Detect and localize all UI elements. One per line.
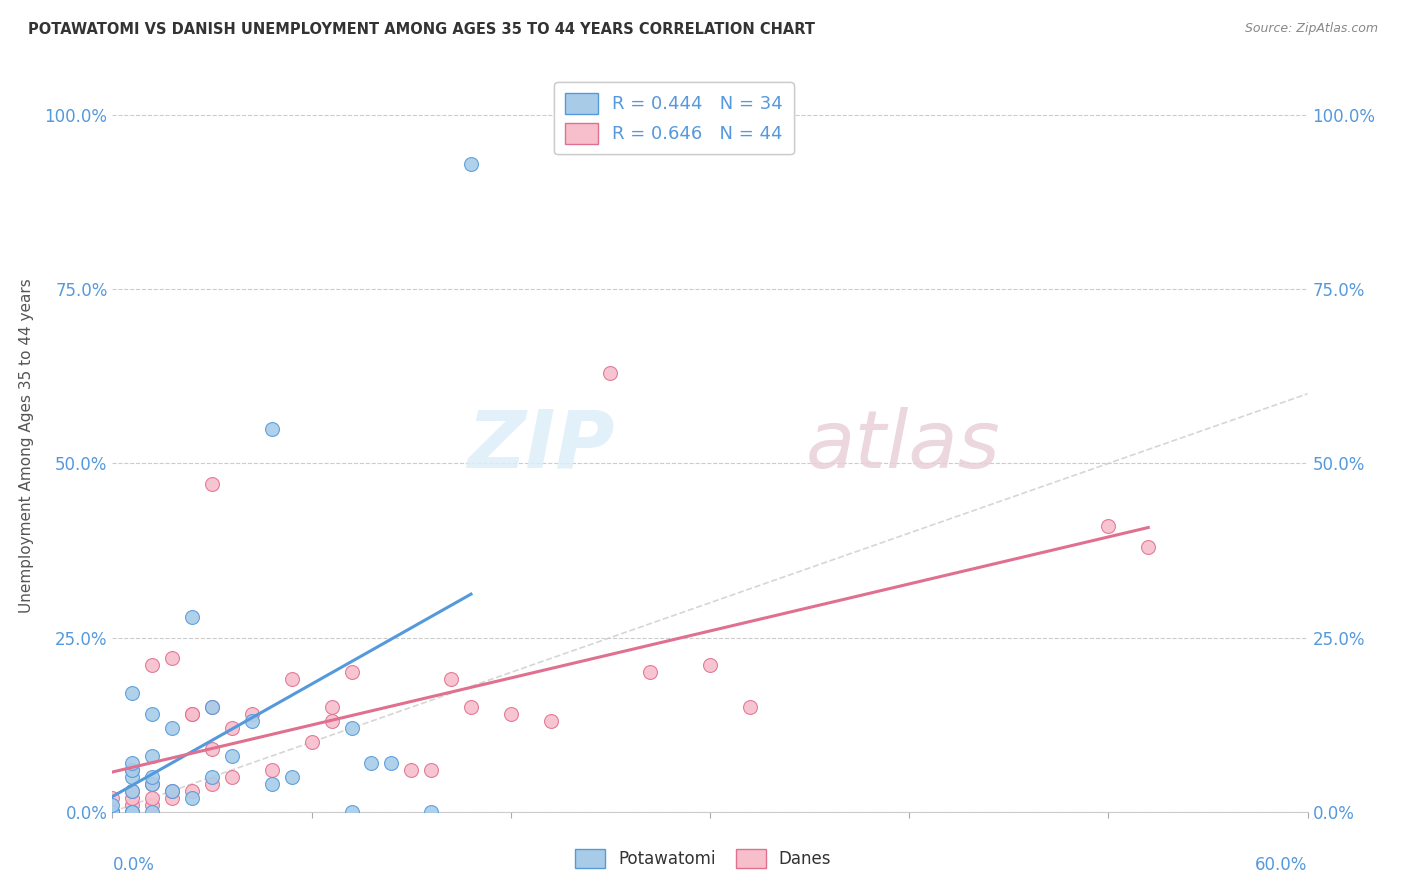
Point <box>401 763 423 777</box>
Point <box>162 784 183 798</box>
Point <box>181 707 204 722</box>
Point <box>260 421 283 435</box>
Point <box>181 790 204 805</box>
Point <box>121 686 143 700</box>
Point <box>121 763 143 777</box>
Point <box>121 790 143 805</box>
Point <box>181 609 204 624</box>
Point <box>420 763 443 777</box>
Point <box>281 770 304 784</box>
Point <box>440 673 463 687</box>
Point <box>162 721 183 735</box>
Point <box>101 805 124 819</box>
Point <box>240 714 263 728</box>
Point <box>201 477 224 491</box>
Point <box>360 756 382 770</box>
Point <box>101 805 124 819</box>
Point <box>162 651 183 665</box>
Point <box>141 749 163 764</box>
Point <box>121 770 143 784</box>
Point <box>499 707 522 722</box>
Point <box>221 749 243 764</box>
Point <box>141 777 163 791</box>
Point <box>141 797 163 812</box>
Point <box>121 756 143 770</box>
Point <box>460 157 482 171</box>
Text: 0.0%: 0.0% <box>112 855 155 873</box>
Legend: R = 0.444   N = 34, R = 0.646   N = 44: R = 0.444 N = 34, R = 0.646 N = 44 <box>554 82 794 154</box>
Point <box>101 805 124 819</box>
Point <box>380 756 402 770</box>
Point <box>101 790 124 805</box>
Text: atlas: atlas <box>806 407 1001 485</box>
Point <box>121 805 143 819</box>
Text: 60.0%: 60.0% <box>1256 855 1308 873</box>
Point <box>121 784 143 798</box>
Point <box>141 770 163 784</box>
Text: POTAWATOMI VS DANISH UNEMPLOYMENT AMONG AGES 35 TO 44 YEARS CORRELATION CHART: POTAWATOMI VS DANISH UNEMPLOYMENT AMONG … <box>28 22 815 37</box>
Point <box>321 714 343 728</box>
Point <box>101 805 124 819</box>
Point <box>260 777 283 791</box>
Point <box>141 658 163 673</box>
Point <box>738 700 761 714</box>
Point <box>101 805 124 819</box>
Point <box>420 805 443 819</box>
Point <box>101 797 124 812</box>
Point <box>141 777 163 791</box>
Point <box>101 805 124 819</box>
Point <box>141 790 163 805</box>
Point <box>221 721 243 735</box>
Point <box>162 790 183 805</box>
Point <box>321 700 343 714</box>
Point <box>638 665 662 680</box>
Point <box>121 805 143 819</box>
Point <box>181 707 204 722</box>
Point <box>162 784 183 798</box>
Point <box>121 797 143 812</box>
Point <box>101 805 124 819</box>
Point <box>141 707 163 722</box>
Legend: Potawatomi, Danes: Potawatomi, Danes <box>568 842 838 875</box>
Point <box>260 763 283 777</box>
Point <box>240 707 263 722</box>
Point <box>181 784 204 798</box>
Point <box>281 673 304 687</box>
Point <box>121 784 143 798</box>
Point <box>201 700 224 714</box>
Point <box>1097 519 1119 533</box>
Point <box>599 366 621 380</box>
Point <box>540 714 562 728</box>
Point <box>340 805 363 819</box>
Point <box>340 665 363 680</box>
Point <box>201 770 224 784</box>
Point <box>121 805 143 819</box>
Point <box>201 777 224 791</box>
Point <box>1137 540 1160 554</box>
Point <box>221 770 243 784</box>
Text: ZIP: ZIP <box>467 407 614 485</box>
Point <box>301 735 323 749</box>
Point <box>121 763 143 777</box>
Point <box>340 721 363 735</box>
Point <box>460 700 482 714</box>
Point <box>201 742 224 756</box>
Y-axis label: Unemployment Among Ages 35 to 44 years: Unemployment Among Ages 35 to 44 years <box>18 278 34 614</box>
Point <box>201 700 224 714</box>
Point <box>699 658 721 673</box>
Text: Source: ZipAtlas.com: Source: ZipAtlas.com <box>1244 22 1378 36</box>
Point <box>141 805 163 819</box>
